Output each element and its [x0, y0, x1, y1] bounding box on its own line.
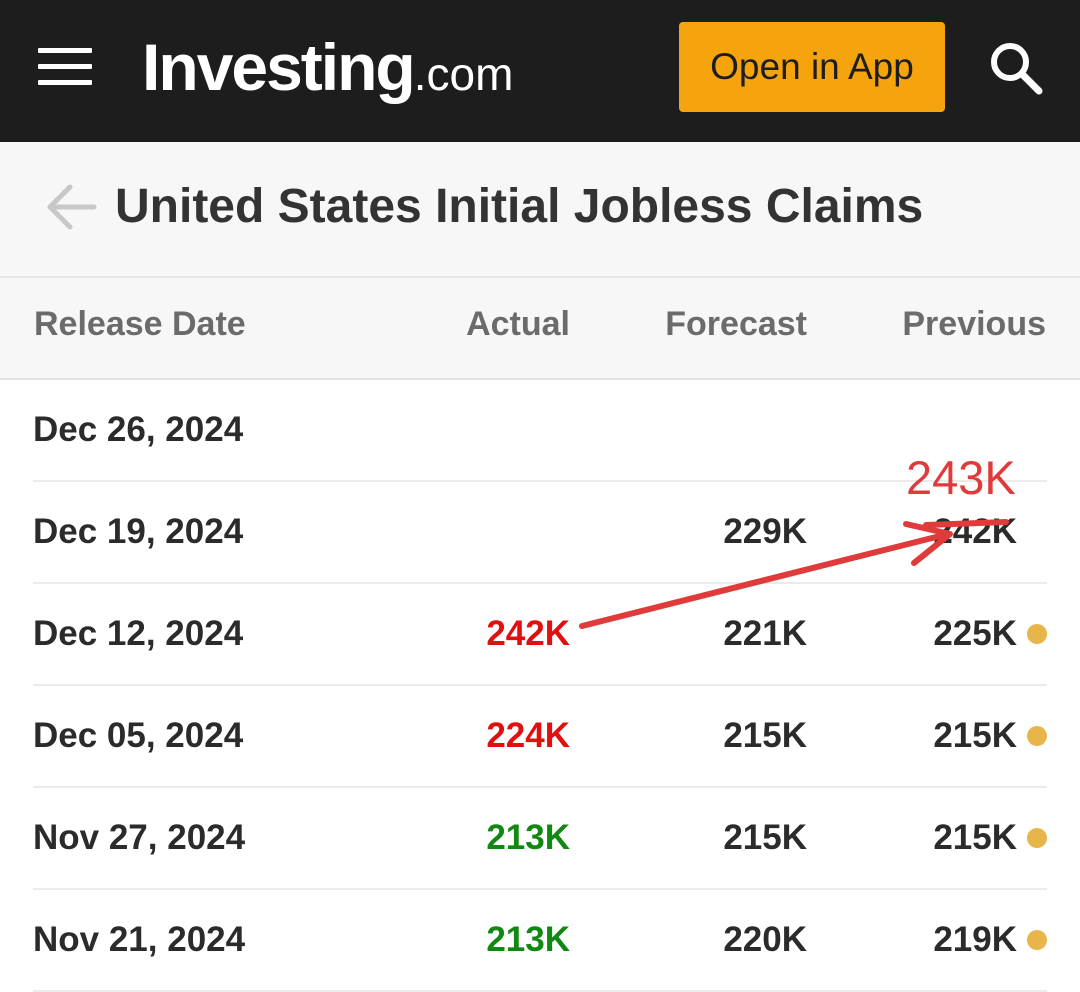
column-header-actual[interactable]: Actual — [466, 305, 570, 343]
actual-cell: 224K — [486, 716, 570, 755]
table-row[interactable]: Dec 12, 2024 242K 221K 225K — [33, 584, 1047, 686]
investing-logo[interactable]: Investing .com — [142, 22, 513, 112]
column-header-previous[interactable]: Previous — [902, 305, 1046, 343]
previous-cell: 215K — [933, 818, 1017, 857]
release-date-cell: Dec 05, 2024 — [33, 716, 244, 755]
previous-cell: 215K — [933, 716, 1017, 755]
forecast-cell: 220K — [723, 920, 807, 959]
table-row[interactable]: Dec 26, 2024 — [33, 380, 1047, 482]
menu-line — [38, 64, 92, 69]
release-date-cell: Dec 26, 2024 — [33, 410, 244, 449]
forecast-cell: 229K — [723, 512, 807, 551]
open-in-app-button[interactable]: Open in App — [679, 22, 945, 112]
annotation-corrected-value: 243K — [906, 451, 1016, 504]
release-date-cell: Dec 19, 2024 — [33, 512, 244, 551]
column-header-release-date[interactable]: Release Date — [34, 305, 246, 343]
menu-line — [38, 48, 92, 53]
previous-cell: 219K — [933, 920, 1017, 959]
page-title: United States Initial Jobless Claims — [115, 180, 924, 233]
revision-dot-icon[interactable] — [1027, 726, 1047, 746]
hamburger-menu-icon[interactable] — [38, 48, 92, 86]
table-row[interactable]: Nov 21, 2024 213K 220K 219K — [33, 890, 1047, 992]
release-date-cell: Nov 27, 2024 — [33, 818, 246, 857]
release-date-cell: Nov 21, 2024 — [33, 920, 246, 959]
forecast-cell: 215K — [723, 716, 807, 755]
table-row[interactable]: Nov 27, 2024 213K 215K 215K — [33, 788, 1047, 890]
actual-cell: 242K — [486, 614, 570, 653]
revision-dot-icon[interactable] — [1027, 624, 1047, 644]
forecast-cell: 221K — [723, 614, 807, 653]
previous-cell: 225K — [933, 614, 1017, 653]
page-title-bar — [0, 142, 1080, 278]
menu-line — [38, 80, 92, 85]
logo-wordmark: Investing — [142, 30, 416, 104]
column-header-forecast[interactable]: Forecast — [665, 305, 807, 343]
table-header — [0, 278, 1080, 380]
forecast-cell: 215K — [723, 818, 807, 857]
table-row[interactable]: Dec 05, 2024 224K 215K 215K — [33, 686, 1047, 788]
release-date-cell: Dec 12, 2024 — [33, 614, 244, 653]
logo-domain: .com — [413, 48, 514, 100]
revision-dot-icon[interactable] — [1027, 828, 1047, 848]
revision-dot-icon[interactable] — [1027, 930, 1047, 950]
table-row[interactable]: Dec 19, 2024 229K 242K — [33, 482, 1047, 584]
actual-cell: 213K — [486, 818, 570, 857]
search-icon[interactable] — [986, 38, 1046, 98]
actual-cell: 213K — [486, 920, 570, 959]
back-arrow-icon[interactable] — [44, 180, 98, 234]
